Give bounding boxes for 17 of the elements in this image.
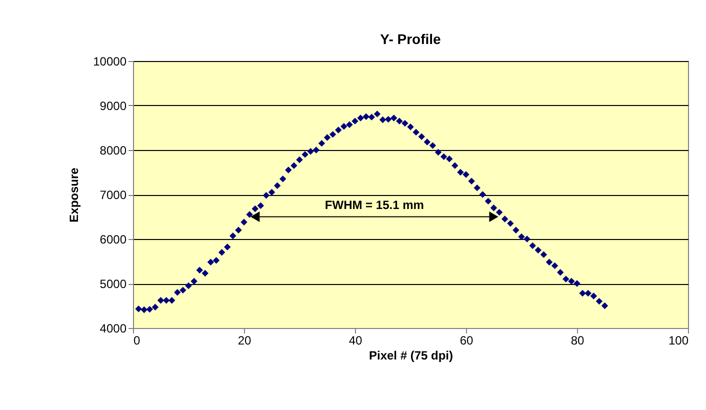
x-tick-label: 40 <box>348 334 362 348</box>
x-axis-title: Pixel # (75 dpi) <box>368 348 454 362</box>
annotation: FWHM = 15.1 mm <box>324 198 424 212</box>
x-tick-label: 80 <box>570 334 584 348</box>
y-tick-label: 6000 <box>100 232 127 246</box>
x-tick-label: 60 <box>460 334 474 348</box>
y-tick-label: 8000 <box>100 144 127 158</box>
y-tick-label: 7000 <box>100 188 127 202</box>
y-tick-label: 9000 <box>100 99 127 113</box>
chart-title: Y- Profile <box>380 31 442 47</box>
y-tick-label: 5000 <box>100 277 127 291</box>
x-tick-label: 100 <box>668 334 689 348</box>
x-tick-label: 0 <box>134 334 140 348</box>
y-axis-title: Exposure <box>67 167 82 222</box>
x-tick-label: 20 <box>238 334 252 348</box>
y-tick-label: 10000 <box>93 54 127 68</box>
y-tick-label: 4000 <box>100 322 127 336</box>
